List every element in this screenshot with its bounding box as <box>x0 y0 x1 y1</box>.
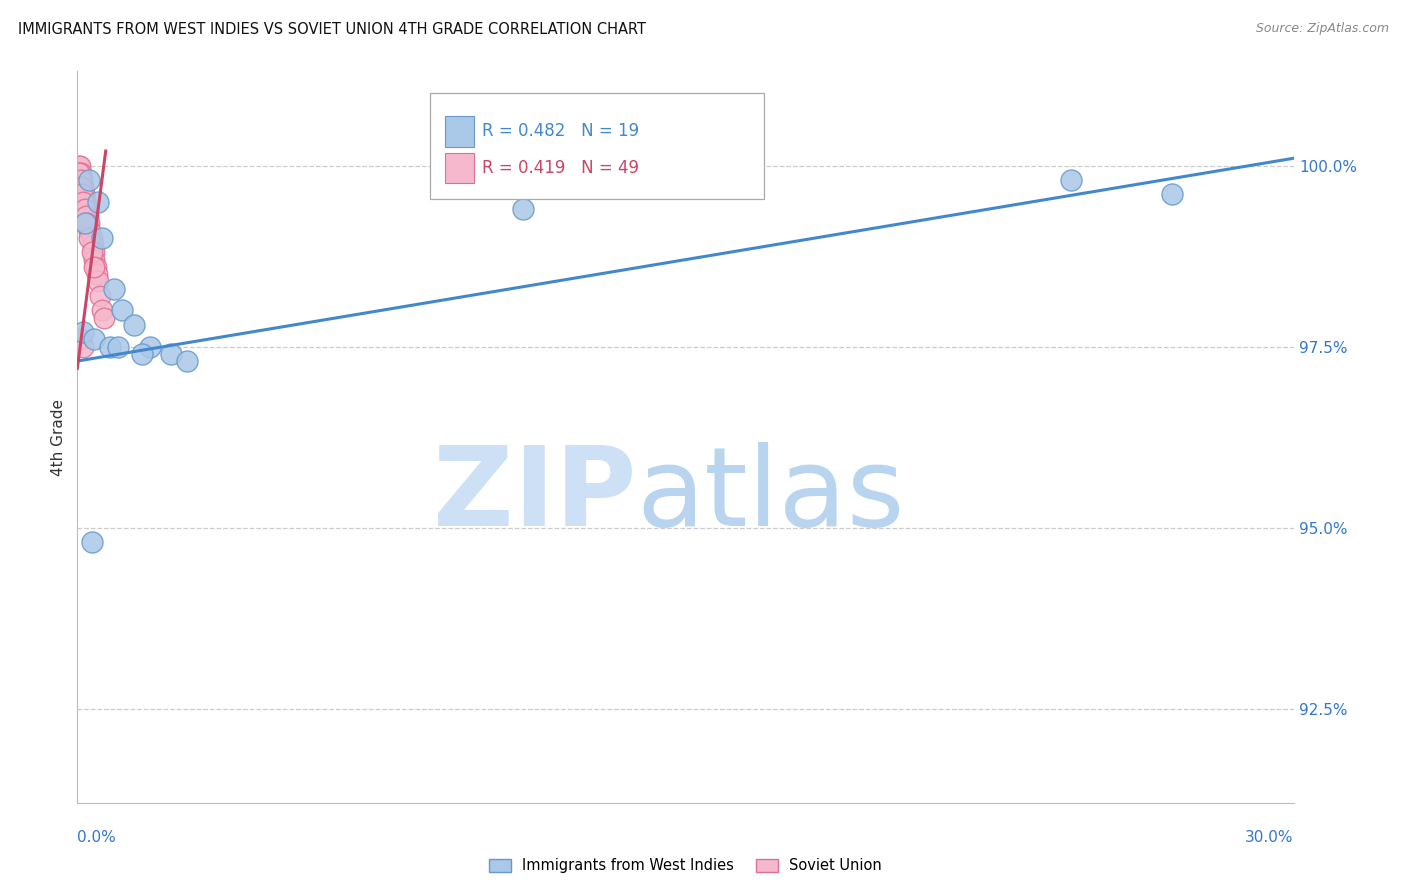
Point <box>72 325 94 339</box>
Point <box>70 173 93 187</box>
Point <box>512 202 534 216</box>
FancyBboxPatch shape <box>430 94 765 200</box>
Point <box>80 245 103 260</box>
Point <box>131 347 153 361</box>
Point <box>83 332 105 346</box>
Point <box>75 202 97 216</box>
Point <box>73 187 96 202</box>
Point <box>75 209 97 223</box>
Point <box>75 216 97 230</box>
Point <box>73 194 96 209</box>
Point <box>76 202 98 216</box>
Point <box>75 194 97 209</box>
Point <box>93 310 115 325</box>
Point <box>76 209 98 223</box>
Point <box>80 535 103 549</box>
Point <box>80 231 103 245</box>
Point <box>79 231 101 245</box>
Point <box>107 340 129 354</box>
Point <box>82 238 104 252</box>
Point <box>83 245 105 260</box>
Legend: Immigrants from West Indies, Soviet Union: Immigrants from West Indies, Soviet Unio… <box>484 854 887 878</box>
Point <box>176 354 198 368</box>
Point <box>86 194 108 209</box>
Text: atlas: atlas <box>637 442 905 549</box>
Point <box>70 180 93 194</box>
Point <box>70 180 93 194</box>
Point <box>79 224 101 238</box>
Point <box>1059 173 1081 187</box>
Point <box>76 209 98 223</box>
Point <box>70 332 93 346</box>
Point <box>70 173 93 187</box>
Point <box>76 216 98 230</box>
Point <box>103 282 125 296</box>
Point <box>83 252 105 267</box>
Point <box>90 231 112 245</box>
Point <box>73 194 96 209</box>
FancyBboxPatch shape <box>444 153 474 183</box>
Y-axis label: 4th Grade: 4th Grade <box>51 399 66 475</box>
Point <box>76 209 98 223</box>
Point <box>72 180 94 194</box>
Point <box>72 194 94 209</box>
Point <box>139 340 162 354</box>
Point <box>70 173 93 187</box>
Point <box>83 260 105 274</box>
Point <box>77 216 100 230</box>
Point <box>86 267 108 281</box>
Text: 0.0%: 0.0% <box>77 830 117 845</box>
Text: IMMIGRANTS FROM WEST INDIES VS SOVIET UNION 4TH GRADE CORRELATION CHART: IMMIGRANTS FROM WEST INDIES VS SOVIET UN… <box>18 22 647 37</box>
Point <box>159 347 181 361</box>
Text: R = 0.482   N = 19: R = 0.482 N = 19 <box>482 122 640 140</box>
Text: Source: ZipAtlas.com: Source: ZipAtlas.com <box>1256 22 1389 36</box>
Point <box>90 303 112 318</box>
Point <box>98 340 121 354</box>
Point <box>79 224 101 238</box>
Point <box>67 166 90 180</box>
Point <box>86 274 108 288</box>
Text: ZIP: ZIP <box>433 442 637 549</box>
Point <box>79 173 101 187</box>
Point <box>72 340 94 354</box>
Point <box>77 216 100 230</box>
Point <box>89 289 111 303</box>
Point <box>67 159 90 173</box>
Point <box>75 202 97 216</box>
FancyBboxPatch shape <box>444 116 474 146</box>
Text: R = 0.419   N = 49: R = 0.419 N = 49 <box>482 159 640 177</box>
Point <box>73 187 96 202</box>
Point <box>72 187 94 202</box>
Point <box>70 187 93 202</box>
Point <box>111 303 134 318</box>
Point <box>69 173 91 187</box>
Point <box>84 260 107 274</box>
Point <box>72 180 94 194</box>
Point <box>1161 187 1184 202</box>
Text: 30.0%: 30.0% <box>1246 830 1294 845</box>
Point <box>69 166 91 180</box>
Point <box>69 166 91 180</box>
Point <box>69 159 91 173</box>
Point <box>73 202 96 216</box>
Point <box>122 318 145 332</box>
